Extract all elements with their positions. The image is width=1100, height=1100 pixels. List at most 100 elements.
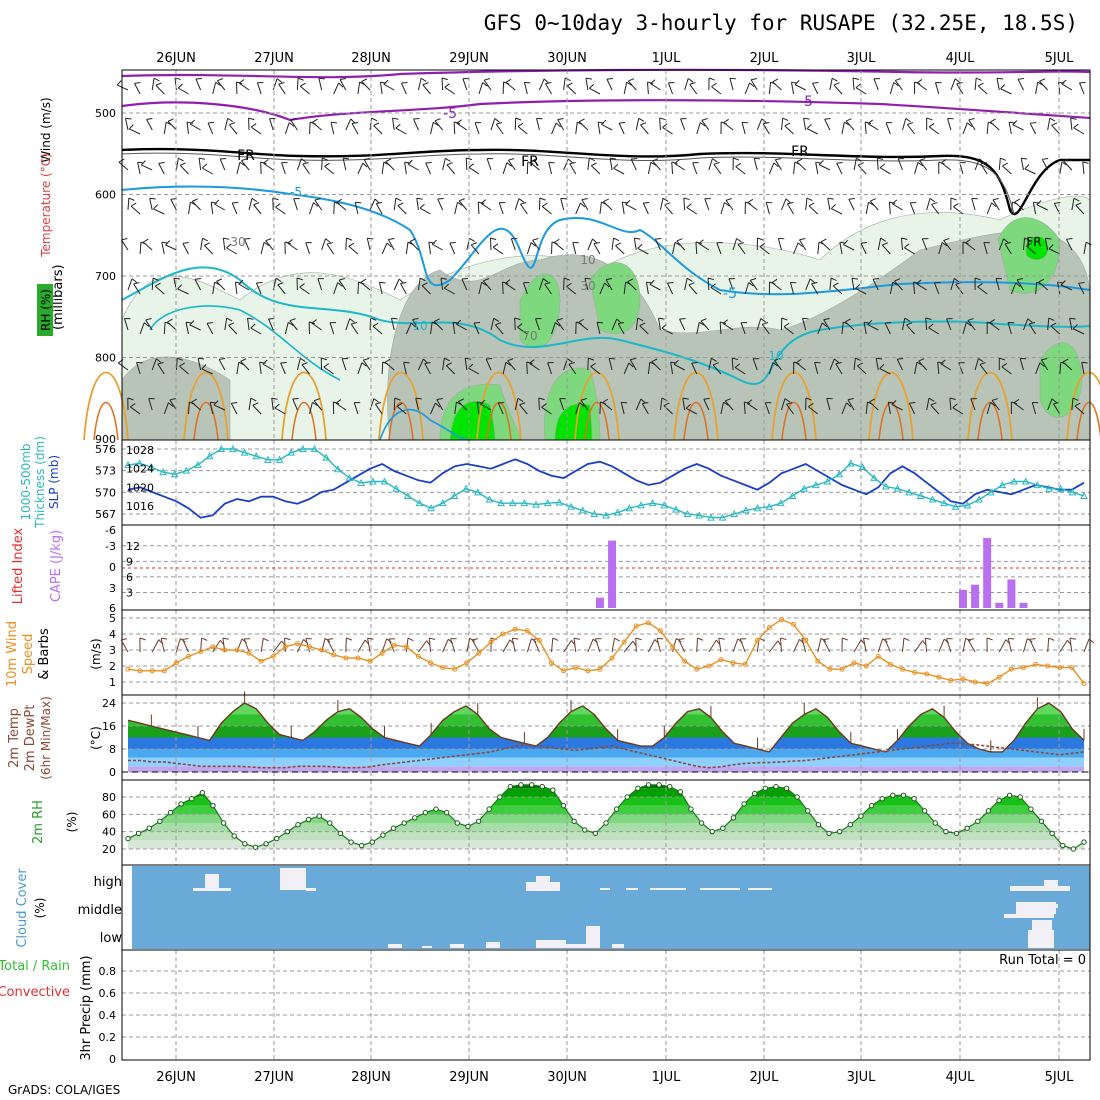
- thickness-point: [975, 495, 983, 503]
- wind-barb: [139, 241, 142, 255]
- wind-barb: [505, 82, 516, 91]
- wind-speed-point: [1069, 665, 1075, 671]
- rh-shading: [449, 401, 496, 441]
- wind-barb-feather: [658, 317, 665, 320]
- wind-barb: [1000, 88, 1012, 95]
- wind-barb: [649, 283, 661, 291]
- wind-barb-feather: [602, 398, 609, 403]
- wind-barb: [240, 361, 250, 371]
- thickness-point: [240, 448, 249, 456]
- wind-barb: [581, 199, 589, 211]
- wind-barb-feather: [539, 197, 546, 201]
- wind-barb-feather: [845, 118, 852, 122]
- cloud-block: [586, 926, 600, 948]
- cloud-block: [486, 942, 500, 948]
- wind-barb: [998, 158, 1001, 171]
- wind-barb-feather: [327, 638, 334, 641]
- wind-barb-feather: [649, 279, 655, 285]
- wind-barb-feather: [326, 242, 333, 245]
- rh-point: [295, 822, 301, 828]
- cape-tick: 6: [126, 571, 133, 584]
- wind-barb: [497, 402, 504, 415]
- temp-contour-warm: [281, 371, 327, 441]
- wind-barb: [177, 87, 189, 95]
- wind-barb-feather: [712, 362, 719, 366]
- thickness-point: [788, 491, 797, 499]
- wind-barb: [573, 638, 577, 653]
- wind-barb: [202, 167, 213, 175]
- cloud-block: [650, 888, 686, 890]
- contour-label: 30: [230, 235, 245, 249]
- wind-barb: [117, 362, 129, 371]
- wind-barb: [950, 78, 956, 91]
- wind-barb-feather: [588, 357, 595, 361]
- rh-point: [975, 818, 981, 824]
- wind-barb-feather: [697, 637, 704, 641]
- wind-barb: [124, 318, 129, 331]
- wind-barb: [507, 360, 516, 371]
- wind-barb: [707, 277, 710, 291]
- wind-barb-feather: [940, 359, 946, 365]
- date-label-bottom: 4JUL: [946, 1070, 976, 1085]
- wind-barb: [485, 358, 492, 371]
- wind-barb-feather: [578, 318, 584, 323]
- precip-tick: 0.4: [99, 1009, 117, 1022]
- contour-label: 30: [580, 279, 595, 293]
- wind-barb: [566, 286, 577, 295]
- wind-speed-point: [452, 666, 458, 672]
- wind-barb: [991, 400, 1000, 411]
- wind-barb: [400, 283, 407, 295]
- wind-barb: [554, 242, 564, 251]
- wind-barb-feather: [830, 277, 837, 282]
- thickness-point: [182, 466, 191, 474]
- wind-barb-feather: [699, 122, 706, 127]
- wind-barb-feather: [820, 238, 827, 243]
- wind-barb-feather: [823, 638, 830, 641]
- cape-bar: [995, 602, 1004, 608]
- wind-barb-feather: [687, 78, 694, 83]
- wind-barb-feather: [1061, 79, 1067, 85]
- wind-barb-feather: [631, 157, 638, 160]
- wind-barb-feather: [1066, 237, 1073, 240]
- wind-barb-feather: [1070, 117, 1077, 120]
- date-label-top: 3JUL: [847, 51, 877, 66]
- wind-barb: [639, 325, 649, 335]
- wind-speed-point: [403, 644, 409, 650]
- wind-barb: [605, 279, 613, 291]
- wind-barb: [130, 406, 141, 415]
- wind-barb: [1083, 242, 1087, 255]
- wind-barb: [175, 158, 179, 171]
- rh-point: [890, 792, 896, 798]
- wind-barb-feather: [827, 197, 834, 200]
- wind-tick: 5: [109, 612, 116, 625]
- wind-barb-feather: [967, 638, 975, 641]
- wind-barb: [430, 122, 434, 135]
- wind-barb: [1078, 283, 1085, 295]
- wind-barb-feather: [805, 397, 812, 401]
- thickness-point: [835, 470, 844, 478]
- wind-barb: [490, 118, 496, 131]
- wind-label: Wind (m/s): [39, 97, 53, 162]
- wind-barb: [259, 362, 262, 375]
- wind-barb: [433, 321, 443, 331]
- wind-barb: [461, 278, 468, 291]
- wind-barb: [214, 203, 226, 211]
- wind-barb: [495, 123, 504, 135]
- wind-barb-feather: [275, 203, 281, 208]
- thickness-point: [299, 444, 307, 452]
- wind-barb: [317, 278, 323, 291]
- wind-barb: [1010, 202, 1013, 215]
- wind-barb: [808, 406, 819, 415]
- wind-barb-feather: [918, 358, 925, 362]
- wind-barb: [930, 404, 940, 415]
- wind-barb: [853, 358, 856, 371]
- thickness-point: [520, 499, 529, 507]
- wind-speed-point: [282, 644, 288, 650]
- wind-barb: [357, 639, 366, 653]
- rh-point: [805, 808, 811, 814]
- wind-speed-point: [258, 658, 264, 664]
- wind-barb-feather: [651, 358, 658, 363]
- wind-barb: [449, 242, 456, 255]
- wind-barb: [430, 402, 436, 415]
- wind-barb-feather: [137, 161, 144, 164]
